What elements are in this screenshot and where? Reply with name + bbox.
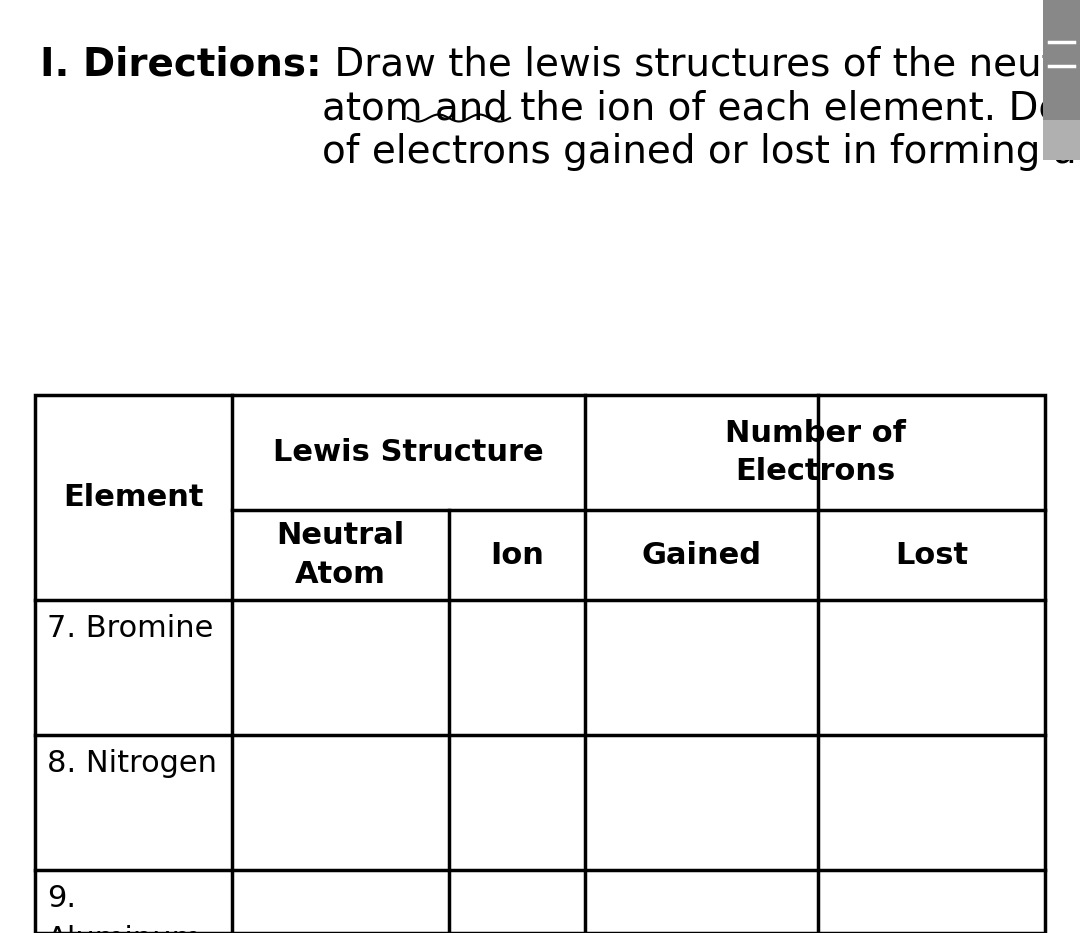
Text: Gained: Gained [642, 540, 761, 569]
Text: Element: Element [64, 483, 204, 512]
Bar [1043, 0, 1080, 120]
Text: Number of
Electrons: Number of Electrons [725, 419, 906, 486]
Text: I. Directions:: I. Directions: [40, 45, 322, 83]
Text: 8. Nitrogen: 8. Nitrogen [48, 749, 217, 778]
Text: Draw the lewis structures of the neutral
atom and the ion of each element. Deter: Draw the lewis structures of the neutral… [322, 45, 1080, 171]
Text: Lewis Structure: Lewis Structure [273, 438, 544, 467]
Text: 7. Bromine: 7. Bromine [48, 614, 214, 643]
Bar [35, 395, 1045, 933]
Bar [1043, 0, 1080, 160]
Text: Neutral
Atom: Neutral Atom [276, 522, 405, 589]
Text: Lost: Lost [895, 540, 968, 569]
Text: 9.
Aluminum: 9. Aluminum [48, 884, 202, 933]
Text: Ion: Ion [490, 540, 544, 569]
